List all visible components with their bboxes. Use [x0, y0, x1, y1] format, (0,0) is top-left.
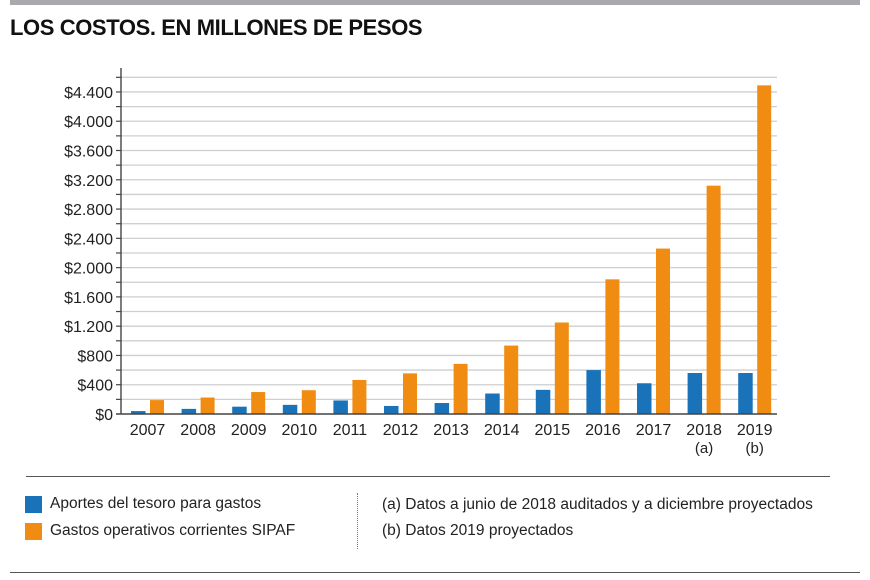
gridlines — [121, 76, 777, 401]
bar-aportes-2008 — [181, 408, 197, 414]
bar-aportes-2017 — [637, 383, 652, 414]
bar-gastos-2007 — [150, 400, 164, 414]
bar-gastos-2010 — [301, 390, 316, 414]
footnote-a: (a) Datos a junio de 2018 auditados y a … — [382, 496, 813, 513]
x-tick-label: 2015 — [535, 422, 571, 439]
x-tick-label: 2010 — [282, 422, 318, 439]
y-tick-label: $4.400 — [64, 85, 113, 102]
bar-aportes-2014 — [485, 393, 500, 414]
y-tick-label: $0 — [95, 407, 113, 424]
bar-gastos-2012 — [403, 373, 417, 414]
legend-vertical-divider — [357, 493, 358, 549]
y-tick-label: $400 — [77, 378, 113, 395]
x-tick-label: 2016 — [585, 422, 621, 439]
bar-aportes-2013 — [434, 403, 450, 414]
x-tick-label: 2012 — [383, 422, 419, 439]
bar-gastos-2015 — [554, 322, 569, 414]
bar-gastos-2014 — [504, 345, 519, 414]
legend-top-divider — [26, 476, 830, 477]
top-rule — [10, 0, 860, 5]
y-tick-label: $3.200 — [64, 173, 113, 190]
bar-chart: $0 $400 $800 $1.200 $1.600 $2.000 $2.400 $2.800… — [64, 68, 777, 457]
x-tick-label: 2018 — [686, 422, 722, 439]
bar-aportes-2015 — [535, 389, 551, 414]
y-tick-label: $1.200 — [64, 319, 113, 336]
y-tick-label: $800 — [77, 348, 113, 365]
bar-aportes-2010 — [282, 404, 298, 414]
legend-item-gastos: Gastos operativos corrientes SIPAF — [25, 522, 295, 540]
chart-title: LOS COSTOS. EN MILLONES DE PESOS — [10, 15, 423, 40]
x-tick-label: 2019 — [737, 422, 773, 439]
bar-gastos-2017 — [656, 248, 670, 414]
y-tick-label: $2.800 — [64, 202, 113, 219]
legend-label: Gastos operativos corrientes SIPAF — [50, 522, 296, 539]
bar-aportes-2009 — [232, 406, 247, 414]
bar-aportes-2007 — [131, 411, 146, 414]
y-tick-label: $2.000 — [64, 261, 113, 278]
x-tick-label: 2008 — [180, 422, 216, 439]
bar-aportes-2012 — [384, 405, 399, 414]
bar-gastos-2013 — [453, 363, 468, 414]
y-tick-label: $4.000 — [64, 114, 113, 131]
legend-swatch-blue — [25, 495, 42, 513]
x-tick-label: 2014 — [484, 422, 520, 439]
y-tick-label: $2.400 — [64, 231, 113, 248]
legend-item-aportes: Aportes del tesoro para gastos — [25, 495, 261, 513]
x-tick-label: 2009 — [231, 422, 267, 439]
bars — [131, 85, 772, 415]
bar-aportes-2016 — [586, 370, 601, 414]
bar-gastos-2009 — [251, 392, 266, 414]
x-tick-note: (a) — [695, 440, 713, 457]
y-tick-label: $3.600 — [64, 144, 113, 161]
bar-gastos-2016 — [605, 279, 620, 414]
axes — [116, 68, 777, 415]
x-tick-note: (b) — [746, 440, 764, 457]
x-tick-label: 2017 — [636, 422, 672, 439]
bar-gastos-2008 — [200, 397, 215, 414]
legend-swatch-orange — [25, 522, 42, 540]
y-tick-label: $1.600 — [64, 290, 113, 307]
bar-gastos-2019 — [757, 85, 772, 415]
x-tick-label: 2013 — [433, 422, 469, 439]
x-tick-labels: 2007 2008 2009 2010 2011 2012 2013 2014 2015 2016… — [130, 422, 773, 457]
bar-gastos-2018 — [706, 185, 721, 414]
bar-aportes-2018 — [687, 373, 703, 414]
bar-gastos-2011 — [352, 379, 367, 414]
x-tick-label: 2011 — [333, 422, 368, 439]
y-tick-labels: $0 $400 $800 $1.200 $1.600 $2.000 $2.400 $2.800… — [64, 85, 113, 424]
bar-aportes-2019 — [738, 373, 753, 414]
bottom-rule — [10, 572, 860, 573]
legend-label: Aportes del tesoro para gastos — [50, 495, 262, 512]
footnote-b: (b) Datos 2019 proyectados — [382, 522, 574, 539]
bar-aportes-2011 — [333, 400, 348, 414]
x-tick-label: 2007 — [130, 422, 166, 439]
